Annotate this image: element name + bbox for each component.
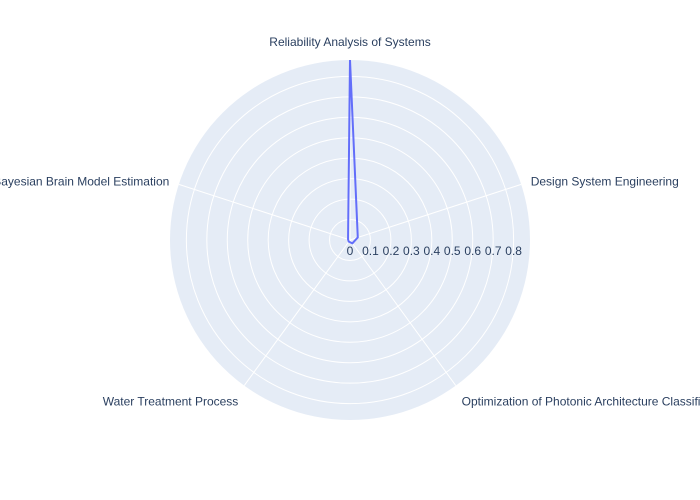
- category-label: Design System Engineering: [531, 174, 679, 188]
- angular-gridline: [349, 183, 522, 241]
- series-line: [347, 59, 359, 245]
- angular-gridline: [349, 239, 457, 386]
- category-label: Optimization of Photonic Architecture Cl…: [462, 395, 700, 409]
- radial-tick-label: 0.3: [403, 244, 420, 258]
- radial-tick-label: 0.7: [485, 244, 502, 258]
- radial-tick-label: 0.6: [464, 244, 481, 258]
- radial-tick-label: 0.4: [423, 244, 440, 258]
- category-label: Water Treatment Process: [103, 395, 239, 409]
- radial-tick-label: 0.8: [505, 244, 522, 258]
- radial-tick-label: 0: [347, 244, 354, 258]
- radial-tick-label: 0.2: [383, 244, 400, 258]
- angular-gridline: [178, 183, 351, 241]
- radial-tick-label: 0.1: [362, 244, 379, 258]
- radial-tick-label: 0.5: [444, 244, 461, 258]
- angular-gridline: [243, 239, 351, 386]
- category-label: Bayesian Brain Model Estimation: [0, 174, 169, 188]
- category-label: Reliability Analysis of Systems: [269, 35, 430, 49]
